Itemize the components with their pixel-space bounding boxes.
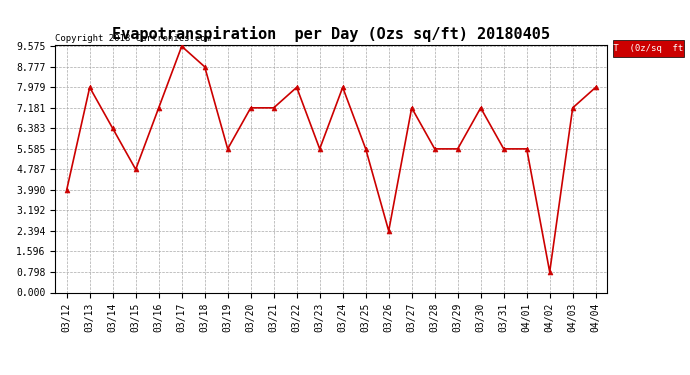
Title: Evapotranspiration  per Day (Ozs sq/ft) 20180405: Evapotranspiration per Day (Ozs sq/ft) 2… [112,27,550,42]
FancyBboxPatch shape [613,40,684,57]
Text: Copyright 2018 Cartronics.com: Copyright 2018 Cartronics.com [55,33,211,42]
Text: ET  (0z/sq  ft): ET (0z/sq ft) [609,44,689,53]
